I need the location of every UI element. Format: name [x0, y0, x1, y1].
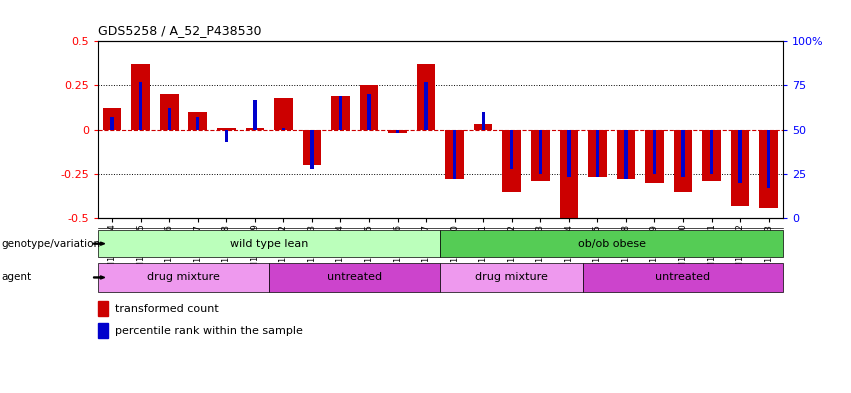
- Bar: [674, 130, 693, 191]
- Bar: [425, 82, 428, 130]
- Bar: [188, 112, 207, 130]
- Bar: [702, 130, 721, 181]
- Bar: [274, 98, 293, 130]
- Bar: [282, 128, 285, 130]
- Text: drug mixture: drug mixture: [476, 272, 548, 283]
- Bar: [131, 64, 150, 130]
- Bar: [645, 130, 664, 183]
- Bar: [502, 130, 521, 191]
- Bar: [196, 117, 199, 130]
- Bar: [103, 108, 122, 130]
- Bar: [168, 108, 171, 130]
- Text: transformed count: transformed count: [115, 304, 219, 314]
- Bar: [388, 130, 407, 133]
- Bar: [111, 117, 114, 130]
- Bar: [396, 130, 399, 133]
- Bar: [453, 130, 456, 179]
- Text: wild type lean: wild type lean: [230, 239, 308, 249]
- Bar: [625, 130, 627, 179]
- Bar: [417, 64, 436, 130]
- Bar: [710, 130, 713, 174]
- Bar: [596, 130, 599, 178]
- Bar: [531, 130, 550, 181]
- Bar: [617, 130, 635, 179]
- Bar: [303, 130, 321, 165]
- Text: untreated: untreated: [327, 272, 382, 283]
- Bar: [474, 124, 493, 130]
- Bar: [368, 94, 371, 130]
- Bar: [160, 94, 179, 130]
- Bar: [510, 130, 513, 169]
- Text: GDS5258 / A_52_P438530: GDS5258 / A_52_P438530: [98, 24, 261, 37]
- Text: untreated: untreated: [655, 272, 711, 283]
- Bar: [482, 112, 485, 130]
- Bar: [588, 130, 607, 178]
- Text: percentile rank within the sample: percentile rank within the sample: [115, 325, 303, 336]
- Bar: [246, 128, 264, 130]
- Bar: [653, 130, 656, 174]
- Bar: [254, 99, 256, 130]
- Text: genotype/variation: genotype/variation: [2, 239, 100, 249]
- Bar: [560, 130, 578, 218]
- Bar: [225, 130, 228, 142]
- Bar: [331, 96, 350, 130]
- Bar: [567, 130, 570, 178]
- Bar: [360, 85, 379, 130]
- Bar: [217, 128, 236, 130]
- Bar: [311, 130, 314, 169]
- Bar: [739, 130, 742, 183]
- Bar: [759, 130, 778, 208]
- Bar: [445, 130, 464, 179]
- Bar: [731, 130, 750, 206]
- Text: drug mixture: drug mixture: [147, 272, 220, 283]
- Bar: [339, 96, 342, 130]
- Text: agent: agent: [2, 272, 31, 283]
- Bar: [539, 130, 542, 174]
- Bar: [682, 130, 685, 178]
- Bar: [767, 130, 770, 188]
- Text: ob/ob obese: ob/ob obese: [578, 239, 646, 249]
- Bar: [139, 82, 142, 130]
